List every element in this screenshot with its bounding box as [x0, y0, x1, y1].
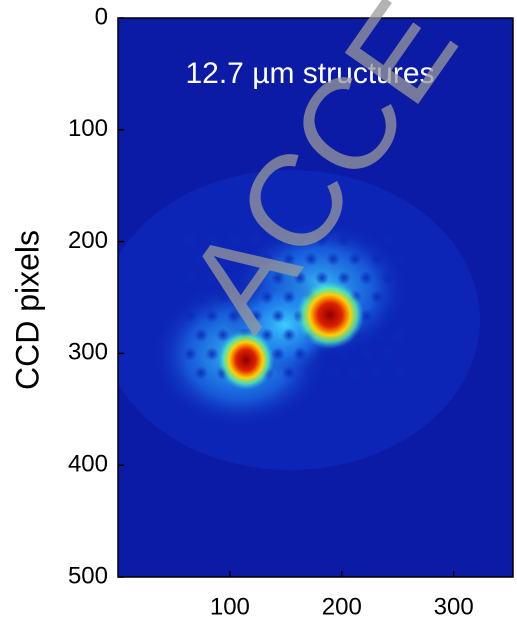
- y-tick-label: 200: [68, 227, 108, 254]
- lattice-hole: [392, 366, 406, 380]
- lattice-hole: [381, 271, 395, 285]
- lattice-hole: [370, 290, 384, 304]
- y-tick-label: 100: [68, 115, 108, 142]
- lattice-hole: [326, 366, 340, 380]
- lattice-hole: [381, 309, 395, 323]
- chart: 12.7 µm structures ACCE CCD pixels 01002…: [0, 0, 517, 623]
- lattice-hole: [337, 347, 351, 361]
- y-tick-label: 500: [68, 562, 108, 589]
- lattice-hole: [348, 252, 362, 266]
- lattice-hole: [293, 347, 307, 361]
- lattice-hole: [392, 252, 406, 266]
- x-tick-label: 200: [322, 593, 362, 620]
- y-axis-label: CCD pixels: [9, 230, 45, 390]
- lattice-hole: [194, 366, 208, 380]
- page: 12.7 µm structures ACCE CCD pixels 01002…: [0, 0, 517, 628]
- lattice-hole: [194, 328, 208, 342]
- lattice-hole: [359, 233, 373, 247]
- lattice-hole: [205, 347, 219, 361]
- x-tick-label: 300: [434, 593, 474, 620]
- lattice-hole: [315, 347, 329, 361]
- lattice-hole: [183, 347, 197, 361]
- lattice-hole: [381, 347, 395, 361]
- lattice-hole: [282, 366, 296, 380]
- y-tick-label: 400: [68, 451, 108, 478]
- lattice-hole: [370, 252, 384, 266]
- y-tick-label: 300: [68, 339, 108, 366]
- lattice-hole: [370, 328, 384, 342]
- lattice-hole: [359, 271, 373, 285]
- lattice-hole: [392, 328, 406, 342]
- lattice-hole: [370, 366, 384, 380]
- lattice-hole: [183, 309, 197, 323]
- lattice-hole: [392, 290, 406, 304]
- lattice-hole: [359, 347, 373, 361]
- lattice-hole: [381, 233, 395, 247]
- y-tick-label: 0: [95, 3, 108, 30]
- lattice-hole: [304, 366, 318, 380]
- lattice-hole: [348, 366, 362, 380]
- x-tick-label: 100: [210, 593, 250, 620]
